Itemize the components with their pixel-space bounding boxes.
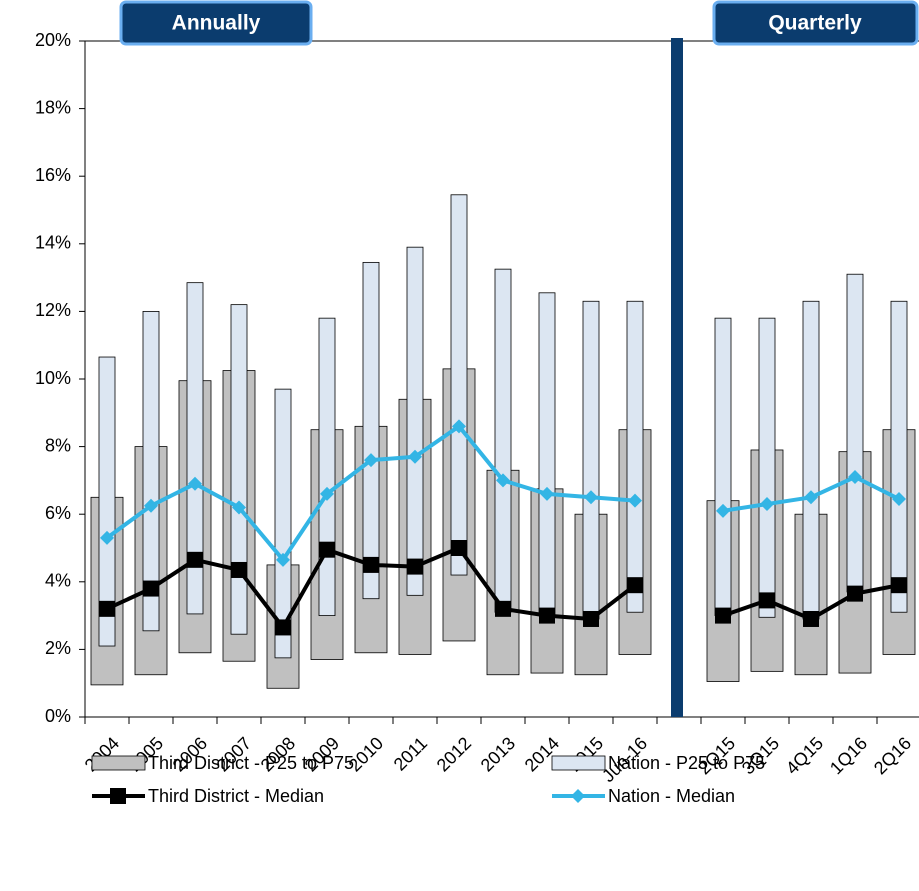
median-marker [100, 530, 114, 545]
legend-label: Nation - Median [608, 786, 735, 806]
median-marker [496, 473, 510, 488]
range-bar [450, 194, 468, 576]
median-marker [716, 503, 730, 518]
x-tick-label: 2Q16 [870, 733, 915, 778]
median-marker [452, 419, 466, 434]
median-marker [143, 580, 159, 597]
y-tick-label: 4% [45, 571, 71, 591]
x-tick-label: 2011 [390, 733, 432, 775]
median-marker [187, 551, 203, 568]
y-tick-label: 12% [35, 300, 71, 320]
median-marker [715, 607, 731, 624]
median-marker [760, 497, 774, 512]
range-bar [98, 356, 116, 647]
range-bar [230, 304, 248, 635]
median-marker [275, 619, 291, 636]
range-bar [582, 300, 600, 620]
median-marker [495, 600, 511, 617]
x-tick-label: 1Q16 [826, 733, 871, 778]
range-bar [494, 268, 512, 613]
legend-label: Third District - Median [148, 786, 324, 806]
median-marker [231, 561, 247, 578]
x-tick-label: 4Q15 [782, 733, 827, 778]
range-bar [274, 388, 292, 659]
median-marker [408, 449, 422, 464]
median-marker [276, 552, 290, 567]
range-bar [714, 317, 732, 617]
y-tick-label: 0% [45, 706, 71, 726]
annotation: Annually [172, 12, 261, 35]
range-bar [406, 246, 424, 596]
median-marker [583, 610, 599, 627]
median-marker [539, 607, 555, 624]
x-tick-label: 2013 [477, 733, 519, 775]
median-marker [847, 585, 863, 602]
range-bar [626, 300, 644, 613]
legend-swatch [91, 755, 146, 771]
annotation: Quarterly [768, 12, 862, 35]
median-marker [628, 493, 642, 508]
median-marker [848, 470, 862, 485]
legend-label: Third District - P25 to P75 [148, 753, 354, 773]
y-tick-label: 6% [45, 503, 71, 523]
y-tick-label: 20% [35, 30, 71, 50]
y-tick-label: 18% [35, 97, 71, 117]
range-bar [802, 300, 820, 620]
range-bar [538, 292, 556, 617]
annotation-box [712, 0, 919, 46]
range-bar [846, 273, 864, 593]
annotation-box [119, 0, 313, 46]
legend-marker [571, 789, 585, 803]
median-marker [891, 577, 907, 594]
range-bar [758, 317, 776, 618]
median-marker [540, 486, 554, 501]
median-marker [451, 540, 467, 556]
range-bar [186, 282, 204, 615]
median-marker [319, 541, 335, 558]
x-tick-label: 2012 [433, 733, 475, 775]
legend-swatch [551, 755, 606, 771]
range-bar [318, 317, 336, 617]
y-tick-label: 14% [35, 233, 71, 253]
median-marker [320, 486, 334, 501]
y-tick-label: 16% [35, 165, 71, 185]
median-marker [188, 476, 202, 491]
median-marker [363, 556, 379, 573]
y-tick-label: 10% [35, 368, 71, 388]
median-marker [144, 498, 158, 513]
plot: 0%2%4%6%8%10%12%14%16%18%20%2004 2005 2006… [35, 30, 919, 806]
legend-label: Nation - P25 to P75 [608, 753, 765, 773]
median-marker [364, 453, 378, 468]
median-marker [407, 558, 423, 575]
median-marker [627, 577, 643, 594]
median-marker [804, 490, 818, 505]
median-marker [584, 490, 598, 505]
median-marker [759, 592, 775, 609]
median-marker [892, 491, 906, 506]
legend-marker [110, 788, 126, 804]
range-bar [890, 300, 908, 613]
median-marker [99, 600, 115, 617]
median-marker [232, 500, 246, 515]
range-bar [142, 310, 160, 632]
median-marker [803, 610, 819, 627]
y-tick-label: 2% [45, 638, 71, 658]
period-divider [671, 38, 683, 717]
range-bar [362, 261, 380, 600]
y-tick-label: 8% [45, 435, 71, 455]
